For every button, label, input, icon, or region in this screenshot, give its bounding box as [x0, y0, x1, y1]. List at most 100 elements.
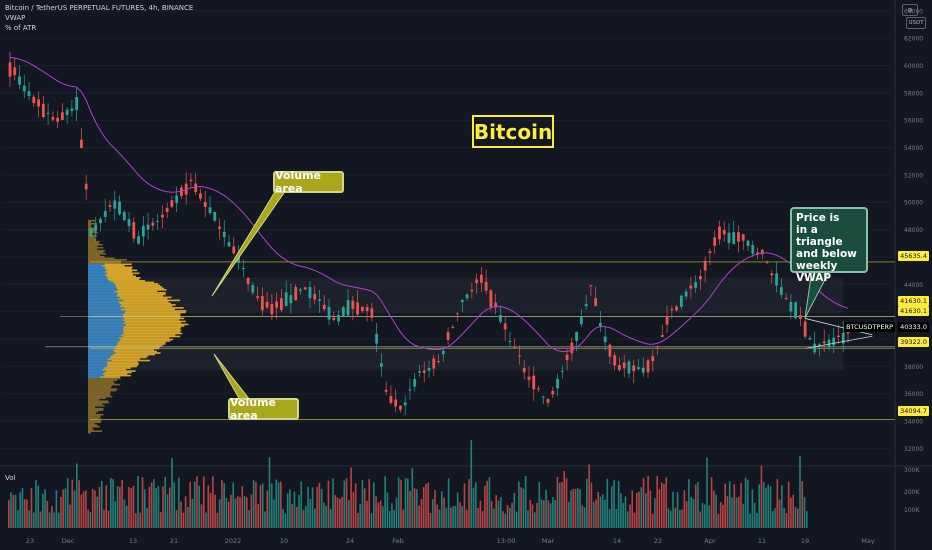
volume-bar — [171, 458, 173, 528]
volume-bar — [37, 485, 40, 528]
currency-badge[interactable]: USDT — [906, 17, 926, 29]
profile-bar — [88, 383, 121, 386]
volume-bar — [12, 495, 15, 528]
candle-body — [589, 285, 593, 287]
profile-value-area-bar — [88, 295, 117, 297]
price-tick-label: 56000 — [904, 118, 923, 125]
volume-label[interactable]: Vol — [5, 474, 16, 482]
volume-bar — [635, 492, 638, 528]
profile-bar — [88, 365, 137, 368]
candle-body — [132, 222, 136, 239]
volume-bar — [522, 488, 525, 528]
profile-bar — [88, 249, 105, 252]
volume-bar — [46, 500, 49, 528]
candle-body — [813, 343, 817, 353]
candle-body — [775, 273, 778, 286]
candle-body — [741, 234, 745, 241]
profile-bar — [88, 319, 180, 321]
profile-bar — [88, 292, 166, 294]
candle-body — [532, 375, 536, 390]
candle-body — [18, 76, 21, 85]
volume-bar — [336, 497, 339, 528]
profile-bar — [88, 391, 111, 393]
volume-bar — [699, 511, 702, 528]
candle-body — [408, 389, 412, 391]
profile-bar — [88, 243, 103, 246]
profile-bar — [88, 261, 121, 264]
volume-bar — [762, 482, 765, 528]
volume-bar — [234, 498, 237, 528]
profile-bar — [88, 358, 141, 360]
volume-bar — [316, 486, 318, 528]
profile-bar — [88, 295, 164, 297]
volume-bar — [796, 508, 799, 528]
price-tick-label: 38000 — [904, 364, 923, 371]
volume-bar — [182, 512, 185, 528]
volume-bar — [343, 480, 346, 528]
volume-bar — [547, 500, 550, 528]
volume-bar — [314, 508, 316, 528]
volume-bar — [409, 491, 411, 528]
profile-value-area-bar — [88, 337, 119, 339]
candle-body — [513, 346, 517, 348]
volume-bar — [774, 508, 776, 528]
candle-body — [494, 302, 498, 308]
volume-bar — [570, 490, 572, 528]
profile-bar — [88, 271, 133, 273]
candle-body — [827, 339, 831, 348]
profile-value-area-bar — [88, 328, 124, 330]
profile-bar — [88, 277, 141, 279]
candle-body — [289, 295, 293, 304]
profile-bar — [88, 275, 136, 278]
profile-bar — [88, 337, 170, 339]
volume-bar — [450, 507, 452, 528]
volume-bar — [375, 496, 377, 528]
profile-value-area-bar — [88, 299, 123, 302]
volume-bar — [785, 513, 788, 528]
profile-value-area-bar — [88, 284, 116, 287]
volume-bar — [513, 493, 516, 528]
profile-bar — [88, 266, 133, 269]
candle-body — [399, 405, 402, 410]
profile-value-area-bar — [88, 356, 111, 359]
volume-bar — [300, 481, 303, 528]
volume-bar — [468, 479, 470, 528]
volume-bar — [631, 490, 634, 528]
vwap-indicator-label[interactable]: VWAP — [5, 14, 26, 22]
volume-bar — [289, 489, 291, 528]
volume-bar — [19, 492, 21, 528]
candle-body — [475, 279, 479, 284]
volume-bar — [338, 498, 341, 528]
volume-bar — [597, 491, 600, 528]
volume-bar — [629, 504, 631, 528]
volume-bar — [669, 510, 672, 528]
time-tick-label: 2022 — [225, 537, 242, 545]
volume-bar — [48, 512, 51, 528]
volume-bar — [475, 482, 477, 528]
candle-body — [275, 301, 279, 308]
volume-bar — [592, 501, 595, 528]
profile-value-area-bar — [88, 329, 124, 332]
atr-indicator-label[interactable]: % of ATR — [5, 24, 37, 32]
gear-icon[interactable]: ⚙ — [902, 4, 918, 16]
volume-bar — [261, 483, 264, 528]
profile-bar — [88, 335, 181, 338]
candle-body — [279, 298, 283, 311]
volume-bar — [216, 512, 219, 528]
profile-value-area-bar — [88, 350, 115, 353]
candle-body — [337, 314, 340, 322]
candle-body — [579, 317, 583, 325]
volume-bar — [549, 503, 552, 528]
volume-bar — [60, 496, 62, 528]
volume-bar — [803, 497, 806, 528]
volume-bar — [252, 480, 255, 528]
profile-bar — [88, 308, 175, 311]
candle-body — [818, 344, 821, 346]
candle-body — [284, 292, 288, 306]
volume-bar — [726, 496, 729, 528]
profile-bar — [88, 304, 176, 306]
volume-bar — [366, 500, 368, 528]
profile-value-area-bar — [88, 332, 124, 335]
